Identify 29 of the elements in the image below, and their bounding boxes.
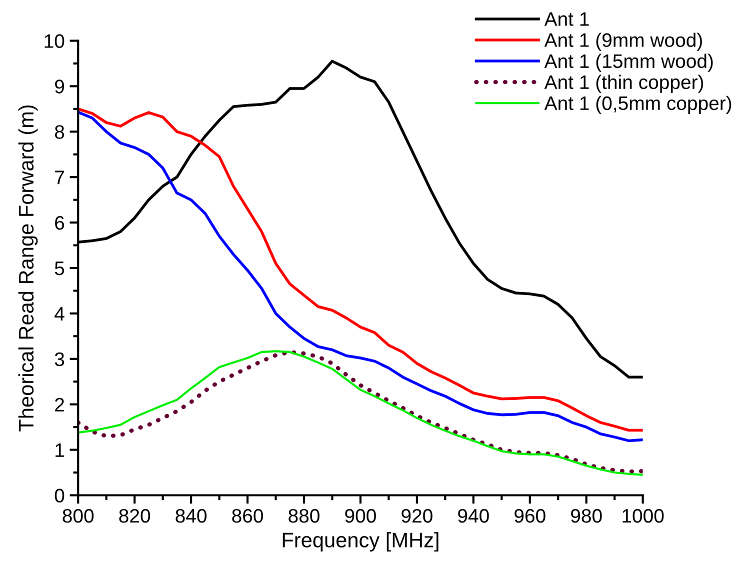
x-tick-label: 980 xyxy=(571,508,602,523)
legend-label: Ant 1 (9mm wood) xyxy=(544,32,702,51)
legend-label: Ant 1 (0,5mm copper) xyxy=(544,96,732,114)
y-tick-label: 7 xyxy=(55,170,64,184)
y-tick-label: 10 xyxy=(44,34,64,48)
y-tick-label: 8 xyxy=(54,125,64,139)
x-tick-label: 900 xyxy=(345,508,376,523)
x-tick-label: 860 xyxy=(232,508,263,523)
legend-label: Ant 1 (15mm wood) xyxy=(544,54,713,72)
legend-label: Ant 1 xyxy=(544,12,589,26)
y-tick-label: 4 xyxy=(54,307,64,320)
y-tick-label: 1 xyxy=(56,443,64,457)
y-tick-label: 0 xyxy=(54,488,64,502)
x-axis-title: Frequency [MHz] xyxy=(282,532,438,552)
x-tick-label: 920 xyxy=(402,508,432,523)
x-tick-label: 820 xyxy=(119,508,150,523)
legend-label: Ant 1 (thin copper) xyxy=(544,74,704,93)
x-tick-label: 800 xyxy=(62,508,94,523)
y-axis-title: Theorical Read Range Forward (m) xyxy=(18,105,38,432)
y-tick-label: 9 xyxy=(55,80,64,94)
x-tick-label: 1000 xyxy=(622,508,664,523)
x-tick-label: 940 xyxy=(458,508,489,523)
x-tick-label: 840 xyxy=(176,508,207,523)
y-tick-label: 5 xyxy=(54,262,64,276)
x-tick-label: 880 xyxy=(288,508,320,523)
x-tick-label: 960 xyxy=(514,508,546,523)
y-tick-label: 3 xyxy=(54,352,64,366)
y-tick-label: 2 xyxy=(55,398,64,412)
y-tick-label: 6 xyxy=(55,216,64,230)
